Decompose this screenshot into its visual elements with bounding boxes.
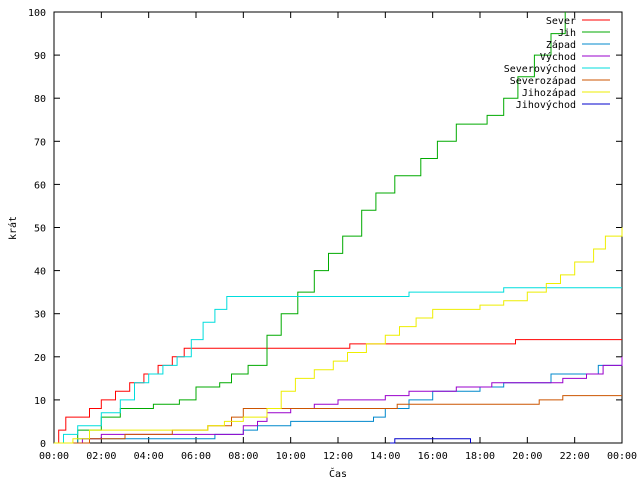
x-tick-label: 00:00 (39, 451, 69, 462)
x-tick-label: 10:00 (276, 451, 306, 462)
y-tick-label: 30 (34, 310, 46, 321)
x-tick-label: 12:00 (323, 451, 353, 462)
series-line-jihozapad (54, 227, 623, 444)
y-tick-label: 50 (34, 224, 46, 235)
legend: SeverJihZápadVýchodSeverovýchodSeverozáp… (504, 16, 610, 111)
legend-label: Východ (540, 51, 576, 63)
series-line-severovychod (54, 287, 622, 444)
legend-label: Západ (546, 39, 576, 51)
x-tick-label: 00:00 (607, 451, 637, 462)
y-tick-label: 10 (34, 396, 46, 407)
y-tick-label: 60 (34, 180, 46, 191)
x-axis-ticks: 00:00 02:00 04:00 06:00 08:00 10:00 12:00 14:00… (39, 12, 637, 462)
legend-label: Severovýchod (504, 63, 576, 75)
legend-label: Jih (558, 28, 576, 39)
x-tick-label: 02:00 (86, 451, 116, 462)
series-line-vychod (54, 356, 623, 444)
series-line-jihovychod (390, 438, 471, 444)
legend-label: Jihozápad (522, 87, 576, 99)
x-tick-label: 06:00 (181, 451, 211, 462)
y-tick-label: 80 (34, 94, 46, 105)
x-tick-label: 22:00 (560, 451, 590, 462)
x-tick-label: 14:00 (370, 451, 400, 462)
legend-label: Severozápad (510, 75, 576, 87)
y-tick-label: 0 (40, 439, 46, 450)
series-lines (54, 12, 623, 444)
y-axis-label: krát (7, 216, 19, 240)
legend-label: Jihovýchod (516, 99, 576, 111)
series-line-sever (54, 339, 622, 444)
y-tick-label: 100 (28, 8, 46, 19)
series-line-jih (54, 12, 566, 444)
y-tick-label: 90 (34, 51, 46, 62)
x-axis-label: Čas (329, 467, 347, 480)
x-tick-label: 16:00 (418, 451, 448, 462)
y-tick-label: 70 (34, 137, 46, 148)
y-tick-label: 20 (34, 353, 46, 364)
x-tick-label: 08:00 (228, 451, 258, 462)
x-tick-label: 18:00 (465, 451, 495, 462)
legend-label: Sever (546, 16, 576, 27)
y-axis-ticks: 0 10 20 30 40 50 60 70 80 90 100 (28, 8, 622, 450)
y-tick-label: 40 (34, 267, 46, 278)
x-tick-label: 20:00 (512, 451, 542, 462)
x-tick-label: 04:00 (134, 451, 164, 462)
series-line-zapad (54, 361, 623, 444)
